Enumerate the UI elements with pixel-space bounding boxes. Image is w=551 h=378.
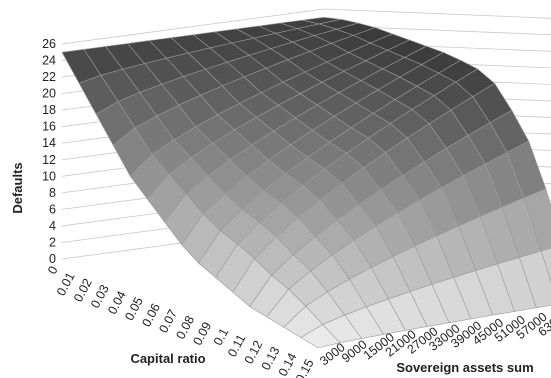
x-axis-title: Capital ratio bbox=[130, 351, 205, 366]
z-axis-title: Defaults bbox=[10, 162, 25, 213]
surface-plot bbox=[61, 16, 551, 349]
x-tick-label: 0.1 bbox=[211, 326, 232, 348]
back-gridline bbox=[61, 8, 551, 45]
z-tick-label: 12 bbox=[42, 153, 56, 167]
z-tick-label: 10 bbox=[42, 169, 56, 183]
z-tick-label: 0 bbox=[49, 252, 56, 266]
z-tick-label: 18 bbox=[42, 103, 56, 117]
z-tick-label: 4 bbox=[49, 219, 56, 233]
z-tick-label: 6 bbox=[49, 202, 56, 216]
z-tick-label: 20 bbox=[42, 87, 56, 101]
z-tick-label: 14 bbox=[42, 136, 56, 150]
z-tick-label: 26 bbox=[42, 37, 56, 51]
z-tick-label: 8 bbox=[49, 186, 56, 200]
z-tick-label: 2 bbox=[49, 235, 56, 249]
z-tick-label: 16 bbox=[42, 120, 56, 134]
z-tick-label: 24 bbox=[42, 54, 56, 68]
z-tick-label: 22 bbox=[42, 70, 56, 84]
y-axis-title: Sovereign assets sum bbox=[396, 360, 533, 375]
surface-cell bbox=[300, 324, 341, 349]
